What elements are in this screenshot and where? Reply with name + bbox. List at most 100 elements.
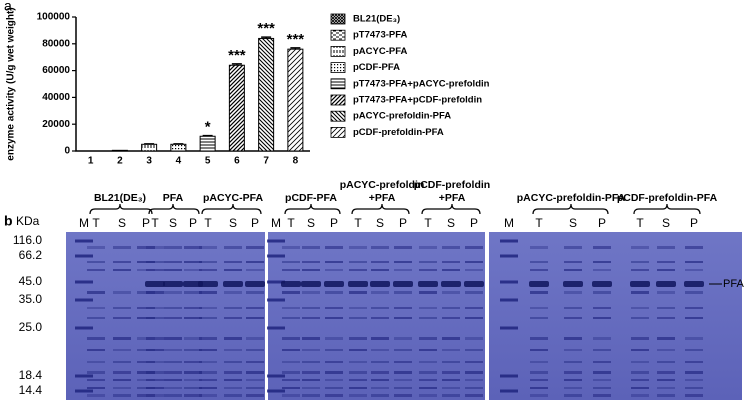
- lane-band: [394, 269, 412, 271]
- pfa-band: [198, 281, 218, 287]
- lane-band: [465, 261, 483, 263]
- lane-band: [146, 269, 164, 271]
- lane-label: T: [636, 216, 644, 230]
- lane-band: [371, 307, 389, 309]
- lane-band: [465, 317, 483, 319]
- lane-band: [593, 261, 611, 263]
- marker-band: [75, 326, 93, 330]
- lane-band: [564, 317, 582, 319]
- legend-swatch: [330, 13, 346, 25]
- marker-band: [500, 326, 518, 330]
- lane-band: [465, 371, 483, 374]
- lane-band: [593, 361, 611, 363]
- marker-label: 14.4: [19, 383, 43, 397]
- lane-band: [685, 349, 703, 351]
- x-tick-label: 8: [293, 156, 299, 167]
- lane-band: [685, 379, 703, 381]
- error-bar: [202, 134, 213, 137]
- legend-label: pACYC-PFA: [353, 46, 408, 57]
- lane-band: [564, 394, 582, 397]
- pfa-band: [145, 281, 165, 287]
- lane-band: [593, 371, 611, 374]
- lane-band: [246, 261, 264, 263]
- lane-band: [164, 371, 182, 374]
- pfa-band: [393, 281, 413, 287]
- lane-band: [442, 307, 460, 309]
- lane-band: [325, 261, 343, 263]
- lane-label: T: [535, 216, 543, 230]
- marker-band: [500, 389, 518, 393]
- lane-band: [282, 394, 300, 397]
- lane-band: [184, 291, 202, 294]
- lane-band: [593, 337, 611, 340]
- lane-band: [87, 371, 105, 374]
- lane-band: [442, 387, 460, 389]
- lane-band: [224, 349, 242, 351]
- lane-band: [302, 307, 320, 309]
- lane-band: [530, 337, 548, 340]
- pfa-band: [529, 281, 549, 287]
- band-label: PFA: [723, 278, 744, 290]
- lane-band: [394, 307, 412, 309]
- lane-band: [631, 269, 649, 271]
- lane-band: [302, 379, 320, 381]
- lane-band: [465, 349, 483, 351]
- lane-band: [685, 361, 703, 363]
- lane-label: P: [690, 216, 698, 230]
- lane-band: [685, 246, 703, 249]
- lane-band: [564, 261, 582, 263]
- lane-band: [224, 337, 242, 340]
- lane-band: [302, 387, 320, 389]
- lane-band: [442, 371, 460, 374]
- lane-band: [442, 361, 460, 363]
- lane-band: [246, 387, 264, 389]
- lane-band: [593, 317, 611, 319]
- lane-band: [282, 379, 300, 381]
- lane-band: [146, 394, 164, 397]
- lane-band: [184, 269, 202, 271]
- lane-band: [371, 394, 389, 397]
- lane-band: [349, 291, 367, 294]
- lane-label: M: [271, 216, 281, 230]
- lane-label: T: [204, 216, 212, 230]
- lane-band: [685, 337, 703, 340]
- lane-band: [465, 361, 483, 363]
- lane-label: P: [470, 216, 478, 230]
- lane-band: [113, 269, 131, 271]
- pfa-band: [418, 281, 438, 287]
- lane-band: [137, 371, 155, 374]
- lane-band: [349, 261, 367, 263]
- lane-band: [113, 349, 131, 351]
- lane-label: T: [354, 216, 362, 230]
- lane-band: [184, 371, 202, 374]
- lane-band: [325, 361, 343, 363]
- lane-band: [631, 371, 649, 374]
- lane-band: [282, 387, 300, 389]
- lane-band: [530, 379, 548, 381]
- lane-band: [371, 291, 389, 294]
- group-label: BL21(DE₃): [94, 192, 146, 204]
- marker-band: [75, 254, 93, 258]
- lane-band: [530, 349, 548, 351]
- lane-band: [657, 317, 675, 319]
- lane-band: [631, 379, 649, 381]
- pfa-band: [223, 281, 243, 287]
- lane-band: [530, 261, 548, 263]
- lane-label: P: [251, 216, 259, 230]
- legend-swatch: [330, 110, 346, 122]
- lane-band: [282, 261, 300, 263]
- lane-band: [87, 261, 105, 263]
- lane-band: [349, 269, 367, 271]
- lane-band: [465, 337, 483, 340]
- lane-band: [137, 261, 155, 263]
- lane-band: [113, 246, 131, 249]
- brace: [284, 203, 341, 215]
- lane-band: [657, 387, 675, 389]
- group-label: pCDF-prefoldin-PFA: [617, 192, 718, 204]
- lane-band: [146, 371, 164, 374]
- pfa-band: [324, 281, 344, 287]
- lane-band: [657, 269, 675, 271]
- gel-image: [268, 232, 485, 400]
- lane-band: [146, 361, 164, 363]
